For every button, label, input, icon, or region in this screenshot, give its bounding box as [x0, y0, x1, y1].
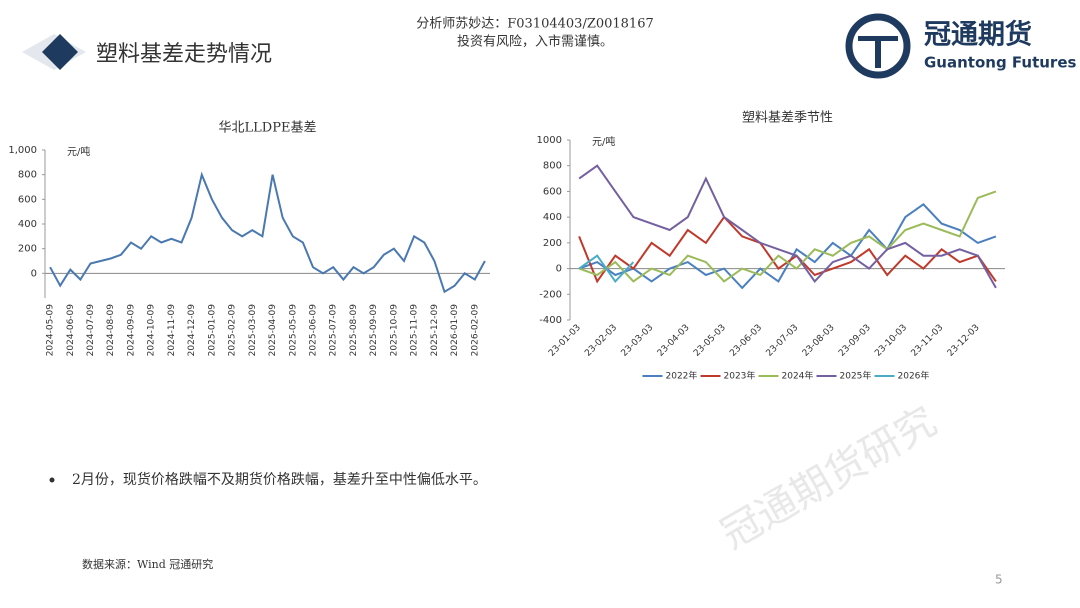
y-tick-label: 1,000: [8, 145, 37, 156]
x-tick-label: 2025-05-09: [288, 304, 298, 357]
legend-label: 2024年: [782, 370, 814, 382]
y-tick-label: -400: [539, 315, 562, 326]
logo-en: Guantong Futures: [924, 54, 1077, 72]
x-tick-label: 2024-07-09: [86, 304, 96, 357]
x-tick-label: 2025-04-09: [268, 304, 278, 357]
x-tick-label: 23-09-03: [837, 323, 873, 359]
data-line: [578, 190, 997, 283]
x-tick-label: 2025-01-09: [207, 304, 217, 357]
x-tick-label: 23-12-03: [946, 323, 982, 359]
y-tick-label: 200: [18, 244, 37, 255]
x-tick-label: 2024-06-09: [66, 304, 76, 357]
logo-cn: 冠通期货: [924, 19, 1032, 51]
x-tick-label: 2025-02-09: [228, 304, 238, 357]
x-tick-label: 2025-08-09: [349, 304, 359, 357]
legend-label: 2025年: [840, 370, 872, 382]
x-tick-label: 23-02-03: [583, 323, 619, 359]
x-tick-label: 2025-11-09: [410, 304, 420, 357]
x-tick-label: 23-05-03: [692, 323, 728, 359]
diamond-icon: [42, 34, 78, 70]
bullet-text: 2月份，现货价格跌幅不及期货价格跌幅，基差升至中性偏低水平。: [72, 471, 487, 488]
y-tick-label: 1000: [537, 135, 562, 146]
y-tick-label: 0: [31, 268, 37, 279]
x-tick-label: 2025-10-09: [389, 304, 399, 357]
y-tick-label: 200: [543, 238, 562, 249]
watermark: 冠通期货研究: [714, 398, 945, 558]
data-line: [578, 254, 635, 283]
logo-stem: [875, 40, 881, 68]
data-line: [578, 202, 997, 290]
x-tick-label: 23-06-03: [728, 323, 764, 359]
page-number: 5: [995, 573, 1003, 587]
x-tick-label: 2024-09-09: [126, 304, 136, 357]
chart-title: 塑料基差季节性: [742, 111, 833, 126]
x-tick-label: 23-08-03: [801, 323, 837, 359]
x-tick-label: 23-07-03: [764, 323, 800, 359]
y-tick-label: 0: [556, 264, 562, 275]
x-tick-label: 2025-03-09: [248, 304, 258, 357]
legend-label: 2026年: [898, 370, 930, 382]
slide-title: 塑料基差走势情况: [96, 42, 272, 67]
unit-label: 元/吨: [592, 135, 615, 148]
x-tick-label: 23-11-03: [909, 323, 945, 359]
data-line: [49, 171, 486, 294]
unit-label: 元/吨: [67, 145, 90, 158]
x-tick-label: 2025-09-09: [369, 304, 379, 357]
x-tick-label: 23-01-03: [547, 323, 583, 359]
y-tick-label: 400: [543, 212, 562, 223]
x-tick-label: 2026-01-09: [450, 304, 460, 357]
data-line: [578, 164, 997, 289]
x-tick-label: 2024-10-09: [147, 304, 157, 357]
x-tick-label: 2026-02-09: [470, 304, 480, 357]
legend-label: 2022年: [666, 370, 698, 382]
y-tick-label: 800: [543, 161, 562, 172]
x-tick-label: 2025-07-09: [329, 304, 339, 357]
logo-ring: [845, 13, 911, 79]
legend-label: 2023年: [724, 370, 756, 382]
y-tick-label: 800: [18, 170, 37, 181]
bullet-dot: [49, 477, 55, 483]
analyst: 分析师苏妙达：F03104403/Z0018167: [416, 16, 654, 32]
y-tick-label: 600: [18, 194, 37, 205]
x-tick-label: 23-04-03: [656, 323, 692, 359]
y-tick-label: -200: [539, 289, 562, 300]
x-tick-label: 2024-12-09: [187, 304, 197, 357]
source: 数据来源：Wind 冠通研究: [82, 557, 213, 571]
x-tick-label: 2025-06-09: [309, 304, 319, 357]
y-tick-label: 400: [18, 219, 37, 230]
x-tick-label: 2025-12-09: [430, 304, 440, 357]
x-tick-label: 2024-05-09: [46, 304, 56, 357]
logo-bar: [858, 36, 898, 41]
chart-title: 华北LLDPE基差: [219, 121, 317, 136]
y-tick-label: 600: [543, 186, 562, 197]
x-tick-label: 23-10-03: [873, 323, 909, 359]
x-tick-label: 2024-11-09: [167, 304, 177, 357]
x-tick-label: 23-03-03: [619, 323, 655, 359]
x-tick-label: 2024-08-09: [106, 304, 116, 357]
risk-note: 投资有风险，入市需谨慎。: [457, 34, 613, 50]
